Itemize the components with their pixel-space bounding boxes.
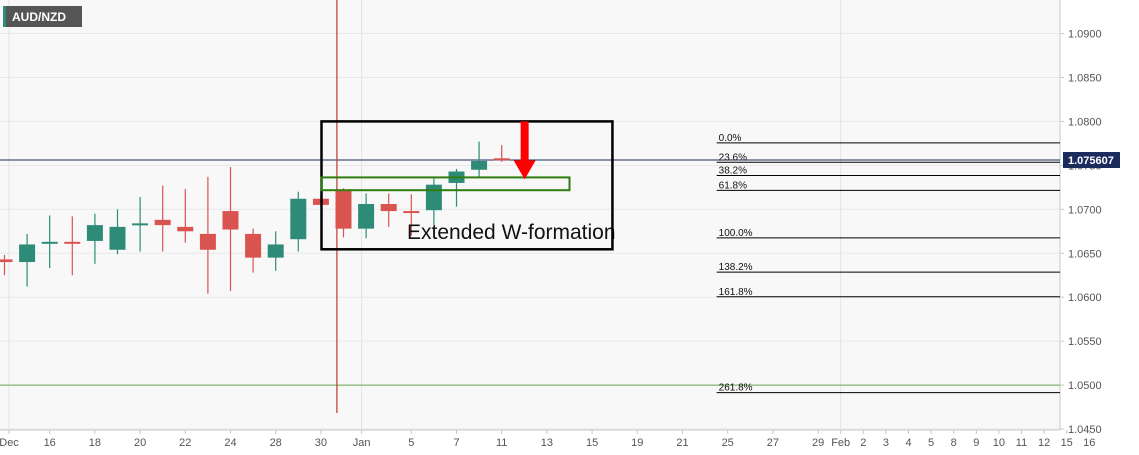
time-tick-label: 21 [676, 437, 688, 449]
time-tick-label: 25 [722, 437, 734, 449]
price-tick-label: 1.0850 [1068, 72, 1102, 84]
time-tick-label: 28 [270, 437, 282, 449]
time-tick-label: Jan [353, 437, 371, 449]
fib-level-label: 138.2% [719, 262, 753, 273]
time-tick-label: Dec [0, 437, 19, 449]
candle-body [0, 259, 13, 263]
down-arrow-shaft [520, 121, 529, 162]
time-tick-label: 5 [928, 437, 934, 449]
candle-body [403, 211, 420, 214]
symbol-label: AUD/NZD [12, 10, 66, 24]
time-tick-label: 8 [951, 437, 957, 449]
candle-body [493, 158, 510, 161]
time-axis-background [0, 430, 1060, 455]
resistance-zone-box [320, 176, 571, 192]
candle-body [425, 184, 442, 211]
candle-body [199, 233, 216, 250]
time-tick-label: 29 [812, 437, 824, 449]
time-tick-label: 11 [496, 437, 507, 449]
time-tick-label: 9 [973, 437, 979, 449]
plot-background [0, 0, 1060, 430]
fib-level-label: 161.8% [719, 287, 753, 298]
time-tick-label: 18 [89, 437, 101, 449]
time-tick-label: 11 [1016, 437, 1027, 449]
price-tick-label: 1.0450 [1068, 424, 1102, 436]
symbol-badge-accent [3, 6, 6, 27]
candle-body [222, 211, 239, 230]
time-tick-label: 20 [134, 437, 146, 449]
candle-body [245, 233, 262, 258]
current-price-label: 1.075607 [1068, 155, 1114, 167]
price-tick-label: 1.0500 [1068, 380, 1102, 392]
symbol-badge-bg [3, 6, 82, 27]
fib-level-label: 23.6% [719, 152, 747, 163]
time-tick-label: 22 [179, 437, 191, 449]
time-tick-label: 10 [993, 437, 1005, 449]
time-tick-label: 16 [44, 437, 56, 449]
candlestick-series [0, 141, 510, 294]
fibonacci-retracement: 0.0% 23.6% 38.2% 61.8% 100.0% 138.2% 161.8% 261… [716, 133, 1060, 394]
price-axis: 1.09001.08501.08001.07501.07001.06501.06… [1060, 29, 1102, 436]
candle-body [177, 226, 194, 232]
time-tick-label: 3 [883, 437, 889, 449]
down-arrow-head [513, 160, 536, 180]
candle-body [109, 226, 126, 250]
candle-body [290, 198, 307, 240]
candle-body [64, 241, 81, 244]
time-tick-label: 15 [586, 437, 598, 449]
time-tick-label: 19 [631, 437, 643, 449]
fib-level-label: 38.2% [719, 165, 747, 176]
price-tick-label: 1.0650 [1068, 248, 1102, 260]
candle-body [86, 225, 103, 241]
price-tick-label: 1.0550 [1068, 336, 1102, 348]
candle-body [335, 189, 352, 229]
candle-body [132, 223, 149, 226]
time-tick-label: 24 [224, 437, 236, 449]
price-tick-label: 1.0700 [1068, 204, 1102, 216]
price-tick-label: 1.0600 [1068, 292, 1102, 304]
time-tick-label: 30 [315, 437, 327, 449]
candle-body [380, 204, 397, 212]
price-tick-label: 1.0900 [1068, 29, 1102, 41]
fib-level-label: 61.8% [719, 180, 747, 191]
symbol-badge[interactable]: AUD/NZD [3, 6, 82, 27]
time-tick-label: 2 [860, 437, 866, 449]
candle-body [154, 219, 171, 226]
time-tick-label: 7 [453, 437, 459, 449]
price-tick-label: 1.0800 [1068, 116, 1102, 128]
price-axis-background [1060, 0, 1139, 455]
time-tick-label: 12 [1038, 437, 1050, 449]
current-price-badge: 1.075607 [1063, 152, 1120, 169]
current-price-badge-bg [1063, 152, 1120, 169]
fib-level-label: 0.0% [719, 133, 742, 144]
time-tick-label: Feb [831, 437, 850, 449]
fib-level-label: 261.8% [719, 383, 753, 394]
time-tick-label: 27 [767, 437, 779, 449]
annotation-text: Extended W-formation [407, 221, 616, 244]
annotations: Extended W-formation [320, 120, 616, 251]
candle-body [471, 160, 488, 170]
time-tick-label: 5 [408, 437, 414, 449]
time-tick-label: 13 [541, 437, 553, 449]
fib-level-label: 100.0% [719, 228, 753, 239]
candle-body [267, 244, 284, 258]
candle-body [41, 241, 58, 244]
time-tick-label: 15 [1061, 437, 1073, 449]
candle-body [19, 244, 36, 263]
candle-body [358, 204, 375, 229]
time-axis: Dec 16 18 20 22 24 28 30 Jan 5 7 11 13 15 19 21 25 27 29 Fe… [0, 430, 1095, 449]
time-tick-label: 4 [905, 437, 911, 449]
time-tick-label: 16 [1083, 437, 1095, 449]
